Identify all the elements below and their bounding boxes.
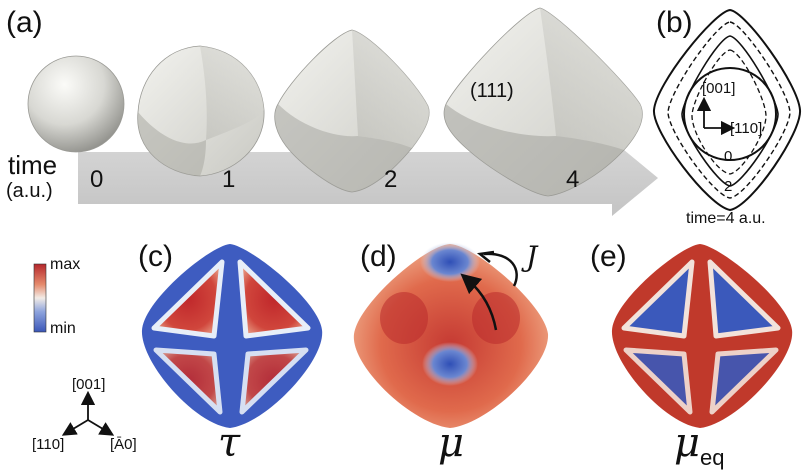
time-tick-2: 2 bbox=[384, 166, 398, 193]
axis-label-110: [110] bbox=[730, 120, 763, 137]
crystal-time-4 bbox=[443, 7, 643, 197]
symbol-mu-eq-sub: eq bbox=[700, 445, 725, 470]
colorbar-min-label: min bbox=[50, 320, 76, 337]
symbol-mu-eq-base: μ bbox=[674, 420, 700, 466]
time-unit-label: (a.u.) bbox=[6, 180, 53, 202]
tau-map bbox=[141, 244, 323, 428]
time-tick-0: 0 bbox=[90, 166, 104, 193]
panel-label-a: (a) bbox=[6, 6, 43, 39]
crystal-time-0 bbox=[27, 55, 125, 153]
mueq-map bbox=[611, 244, 793, 428]
panel-label-d: (d) bbox=[360, 240, 397, 273]
triad-label-110: [110] bbox=[32, 436, 65, 453]
flux-label: J bbox=[526, 240, 538, 273]
time-label: time bbox=[8, 150, 58, 180]
colorbar bbox=[33, 263, 47, 333]
crystal-time-2 bbox=[274, 29, 430, 193]
outline-time-2: 2 bbox=[724, 178, 733, 195]
crystal-time-1 bbox=[137, 45, 265, 177]
axis-label-001: [001] bbox=[702, 80, 736, 97]
panel-label-c: (c) bbox=[138, 240, 173, 273]
mu-map bbox=[353, 242, 549, 428]
colorbar-max-label: max bbox=[50, 256, 81, 273]
panel-label-b: (b) bbox=[656, 6, 693, 39]
time-tick-4: 4 bbox=[566, 166, 580, 193]
outline-caption: time=4 a.u. bbox=[686, 210, 766, 227]
time-tick-1: 1 bbox=[222, 166, 236, 193]
symbol-mu-eq: μeq bbox=[674, 420, 724, 471]
facet-label-111: (111) bbox=[470, 80, 514, 102]
triad-label-bar110: [Ā0] bbox=[110, 436, 137, 453]
growth-outlines bbox=[652, 8, 802, 212]
triad-label-001: [001] bbox=[72, 376, 106, 393]
symbol-mu: μ bbox=[438, 420, 464, 466]
orientation-triad bbox=[61, 390, 115, 436]
outline-time-0: 0 bbox=[724, 148, 733, 165]
panel-label-e: (e) bbox=[590, 240, 627, 273]
symbol-tau: τ bbox=[218, 420, 241, 466]
